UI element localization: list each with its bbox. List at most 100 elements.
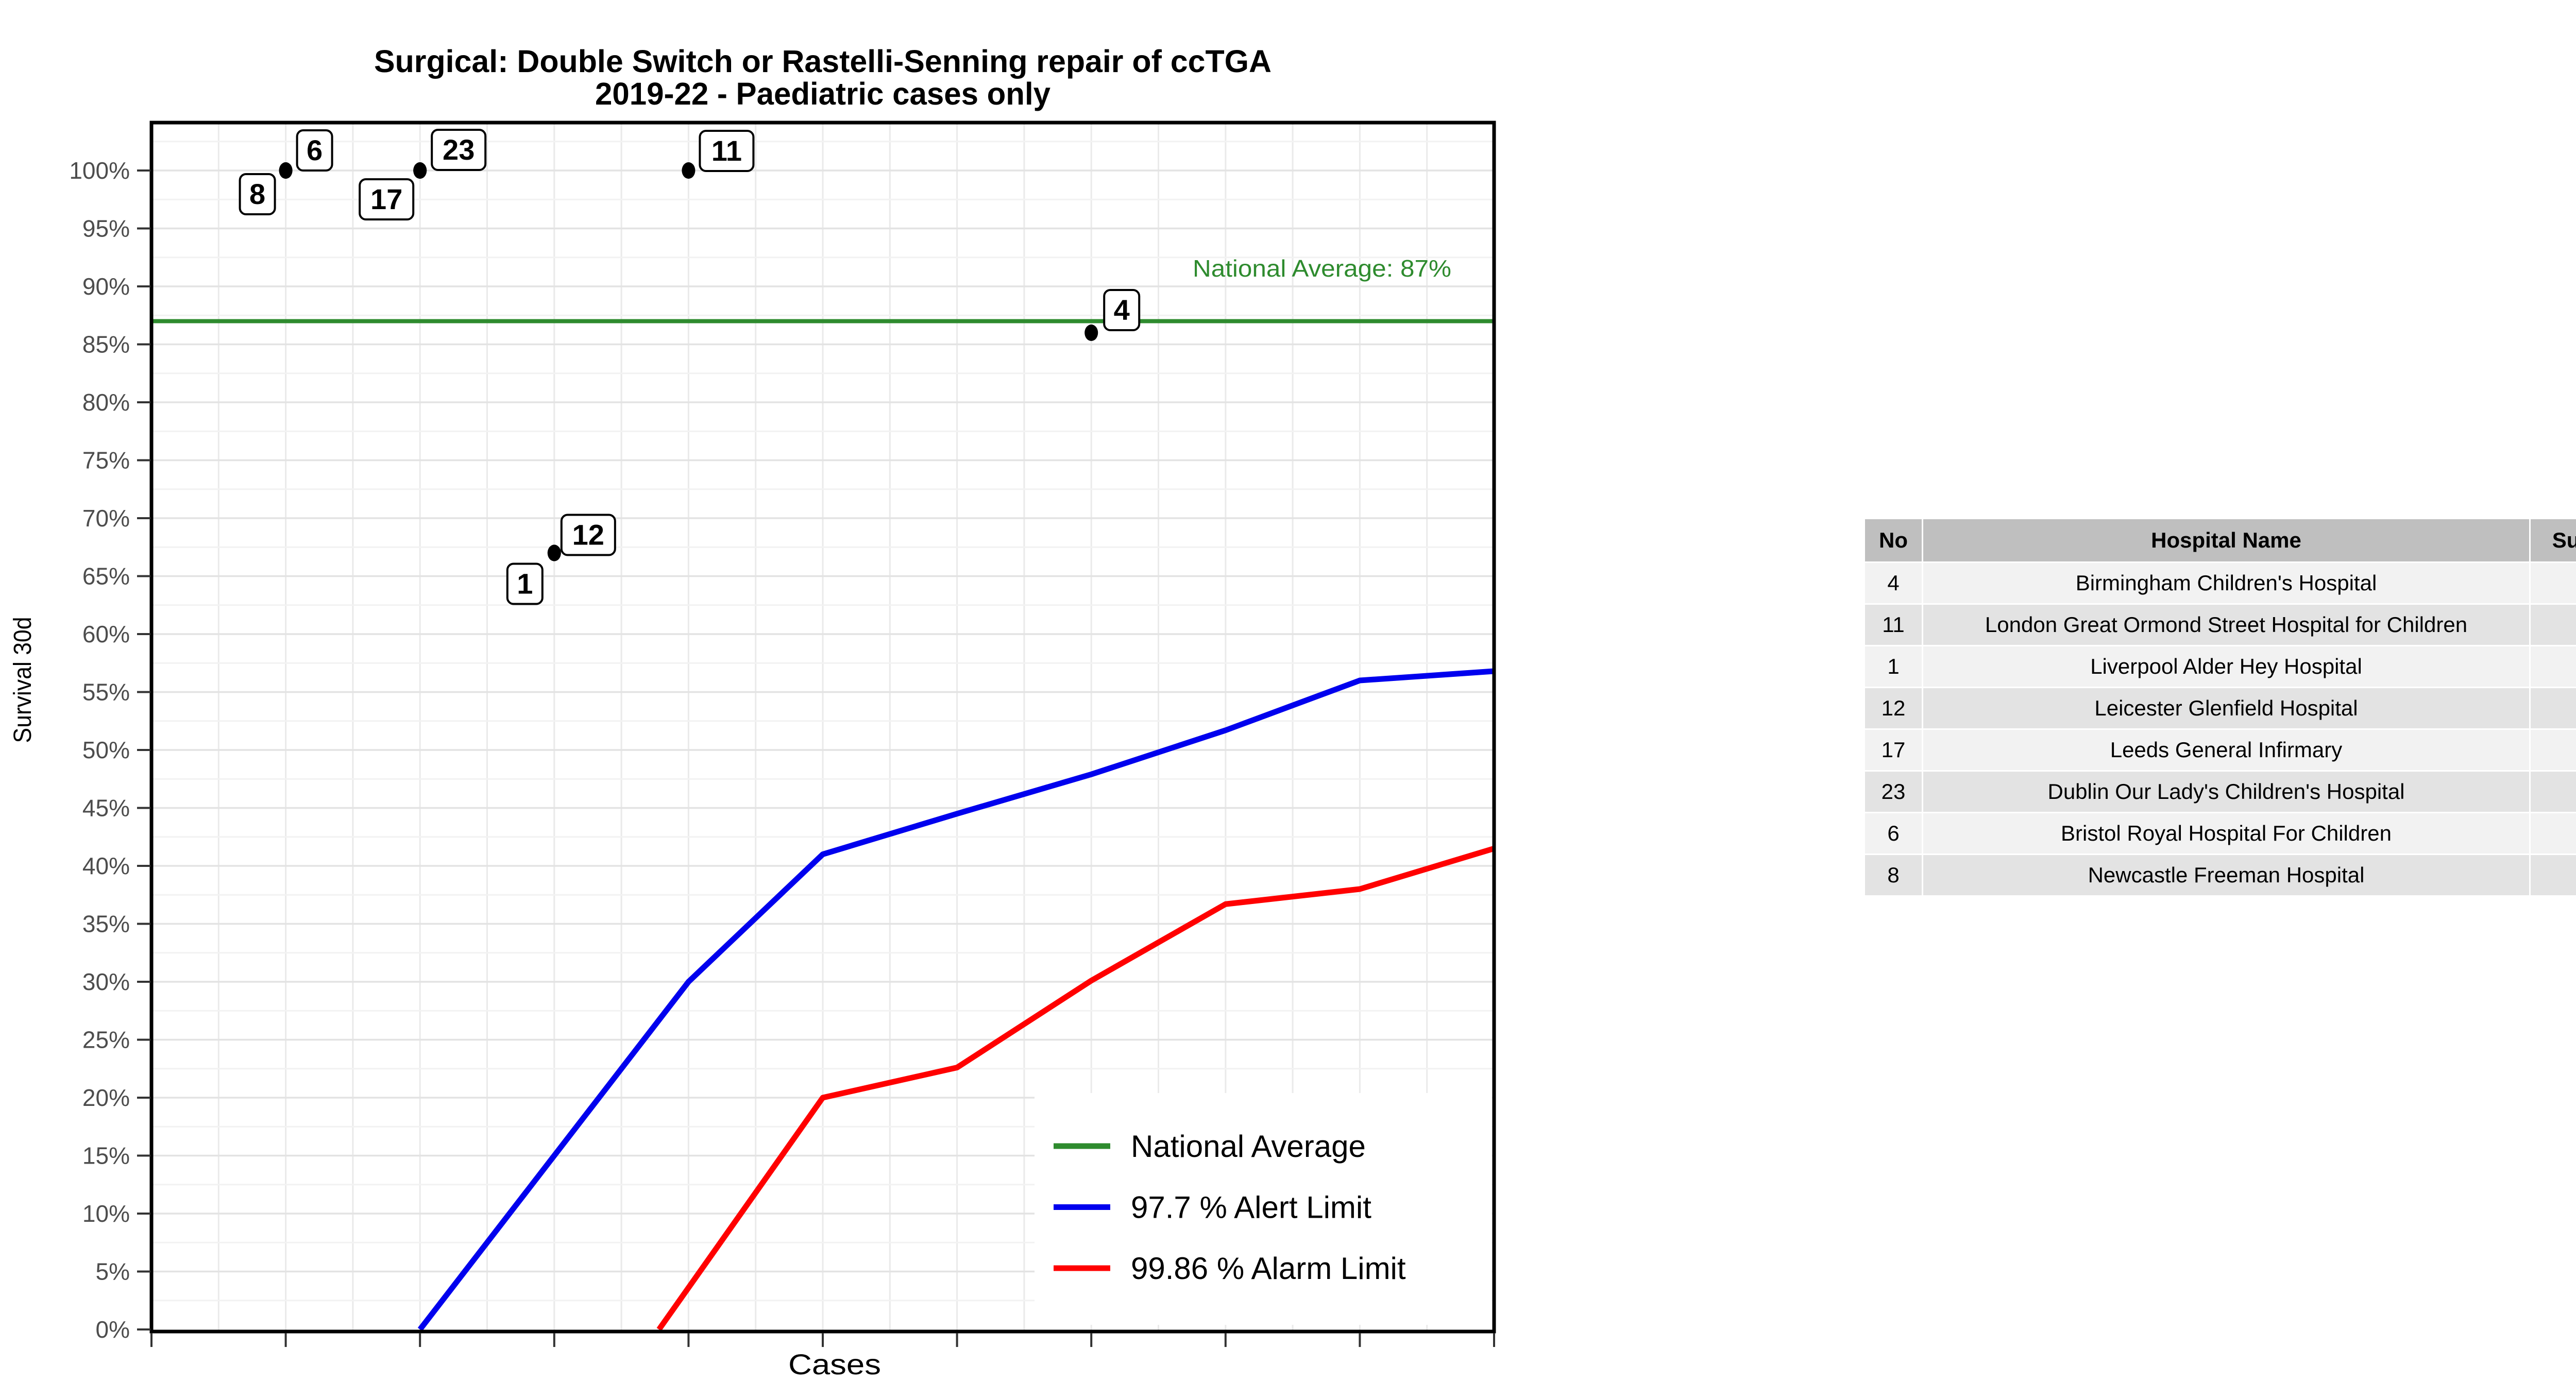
point-label-text: 1 (517, 568, 533, 600)
table-cell: 100% (2531, 813, 2576, 854)
point-label-text: 17 (370, 183, 402, 215)
data-point (682, 162, 696, 179)
table-header-cell: No (1865, 519, 1922, 561)
table-cell: Birmingham Children's Hospital (1923, 563, 2529, 603)
point-label: 4 (1103, 289, 1141, 331)
chart-title-line2: 2019-22 - Paediatric cases only (595, 76, 1050, 111)
data-point (413, 162, 427, 179)
alert-limit-line (417, 668, 1495, 1332)
point-label: 23 (431, 129, 487, 171)
table-cell: 23 (1865, 772, 1922, 812)
point-label-text: 11 (711, 134, 742, 167)
legend-label: National Average (1131, 1129, 1366, 1164)
y-tick-label: 90% (82, 273, 130, 300)
y-tick-label: 95% (82, 215, 130, 242)
y-tick-label: 100% (69, 157, 130, 184)
table-cell: Newcastle Freeman Hospital (1923, 855, 2529, 895)
y-tick-label: 50% (82, 737, 130, 763)
table-cell: 8 (1865, 855, 1922, 895)
point-label-box (239, 173, 276, 215)
table-cell: Liverpool Alder Hey Hospital (1923, 646, 2529, 687)
table-header-cell: Hospital Name (1923, 519, 2529, 561)
legend-label: 97.7 % Alert Limit (1131, 1190, 1371, 1225)
point-label: 17 (359, 178, 415, 220)
y-tick-label: 55% (82, 679, 130, 706)
point-label-box (506, 562, 544, 605)
point-label-text: 8 (249, 178, 265, 210)
y-tick-label: 60% (82, 621, 130, 647)
chart-title-line1: Surgical: Double Switch or Rastelli-Senn… (374, 44, 1272, 79)
data-point (547, 544, 561, 561)
table-cell: 6 (1865, 813, 1922, 854)
data-point (1084, 325, 1098, 341)
x-axis-title: Cases (788, 1348, 881, 1380)
y-tick-label: 35% (82, 911, 130, 937)
plot-border (149, 121, 1496, 1334)
table-cell: 12 (1865, 688, 1922, 728)
y-axis-title: Survival 30d (9, 617, 37, 743)
alarm-limit-line (656, 845, 1495, 1332)
chart-legend: National Average 97.7 % Alert Limit 99.86 … (1035, 1093, 1492, 1325)
y-tick-label: 40% (82, 852, 130, 879)
data-points: 8 6 17 23 1 12 11 4 (239, 129, 1141, 605)
series-lines (151, 319, 1495, 1332)
point-label-box (1103, 289, 1141, 331)
table-cell: Dublin Our Lady's Children's Hospital (1923, 772, 2529, 812)
table-header-cell: Survival 30d (2531, 519, 2576, 561)
y-tick-label: 5% (96, 1258, 130, 1285)
point-label-box (560, 514, 616, 556)
y-tick-label: 80% (82, 389, 130, 416)
y-tick-label: 20% (82, 1084, 130, 1111)
table-row: 11 London Great Ormond Street Hospital fo… (1865, 605, 2576, 645)
table-cell: 86% (2531, 563, 2576, 603)
point-label-box (431, 129, 487, 171)
y-tick-labels: 0% 5% 10% 15% 20% 25% 30% 35% 40% 45% 50% 55% 60% 65%… (69, 157, 130, 1343)
point-label-box (359, 178, 415, 220)
point-label: 11 (699, 130, 755, 172)
table-cell: 67% (2531, 688, 2576, 728)
table-cell: 100% (2531, 772, 2576, 812)
data-point (279, 162, 293, 179)
legend-label: 99.86 % Alarm Limit (1131, 1251, 1406, 1286)
table-cell: Leeds General Infirmary (1923, 730, 2529, 770)
axis-ticks (137, 169, 1495, 1347)
y-tick-label: 10% (82, 1200, 130, 1227)
point-label-box (699, 130, 755, 172)
y-tick-label: 25% (82, 1027, 130, 1053)
table-cell: 1 (1865, 646, 1922, 687)
table-cell: 100% (2531, 605, 2576, 645)
y-tick-label: 0% (96, 1316, 130, 1343)
legend-background (1035, 1093, 1492, 1325)
point-label-text: 12 (572, 519, 604, 551)
table-cell: 4 (1865, 563, 1922, 603)
y-tick-label: 15% (82, 1142, 130, 1169)
table-cell: 17 (1865, 730, 1922, 770)
table-cell: 100% (2531, 855, 2576, 895)
point-label-text: 23 (443, 133, 474, 166)
table-cell: Leicester Glenfield Hospital (1923, 688, 2529, 728)
survival-chart: 0% 5% 10% 15% 20% 25% 30% 35% 40% 45% 50% 55% 60% 65%… (9, 44, 1496, 1380)
y-tick-label: 30% (82, 968, 130, 995)
point-label: 12 (560, 514, 616, 556)
point-label: 1 (506, 562, 544, 605)
y-tick-label: 70% (82, 505, 130, 532)
y-tick-label: 45% (82, 795, 130, 822)
point-label-box (296, 129, 333, 172)
point-label: 8 (239, 173, 276, 215)
table-cell: 100% (2531, 730, 2576, 770)
point-label-text: 4 (1114, 294, 1130, 326)
table-cell: 11 (1865, 605, 1922, 645)
point-label-text: 6 (307, 134, 323, 166)
y-tick-label: 85% (82, 331, 130, 358)
